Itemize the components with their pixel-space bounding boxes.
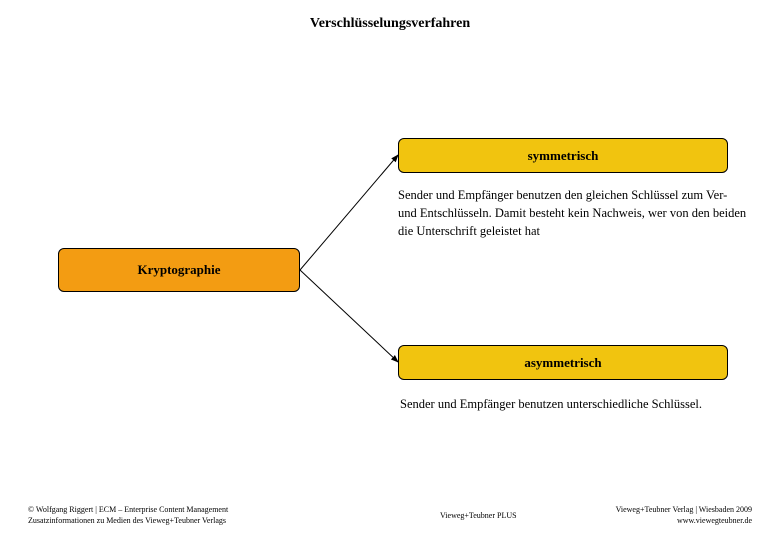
- node-asymmetrisch: asymmetrisch: [398, 345, 728, 380]
- node-symmetrisch: symmetrisch: [398, 138, 728, 173]
- footer-right-line1: Vieweg+Teubner Verlag | Wiesbaden 2009: [616, 504, 752, 515]
- node-kryptographie: Kryptographie: [58, 248, 300, 292]
- symmetric-description: Sender und Empfänger benutzen den gleich…: [398, 186, 748, 240]
- footer-center: Vieweg+Teubner PLUS: [440, 511, 517, 520]
- asymmetric-description: Sender und Empfänger benutzen unterschie…: [400, 395, 760, 413]
- slide-page: Verschlüsselungsverfahren Kryptographie …: [0, 0, 780, 540]
- footer-left-line1: © Wolfgang Riggert | ECM – Enterprise Co…: [28, 504, 228, 515]
- footer-left-line2: Zusatzinformationen zu Medien des Vieweg…: [28, 515, 228, 526]
- footer-right-line2: www.viewegteubner.de: [616, 515, 752, 526]
- node-symmetrisch-label: symmetrisch: [528, 148, 599, 164]
- edge-root-asymmetric: [300, 270, 398, 362]
- footer-right: Vieweg+Teubner Verlag | Wiesbaden 2009 w…: [616, 504, 752, 526]
- footer-left: © Wolfgang Riggert | ECM – Enterprise Co…: [28, 504, 228, 526]
- slide-title: Verschlüsselungsverfahren: [0, 16, 780, 32]
- node-kryptographie-label: Kryptographie: [137, 262, 220, 278]
- node-asymmetrisch-label: asymmetrisch: [524, 355, 601, 371]
- edge-root-symmetric: [300, 155, 398, 270]
